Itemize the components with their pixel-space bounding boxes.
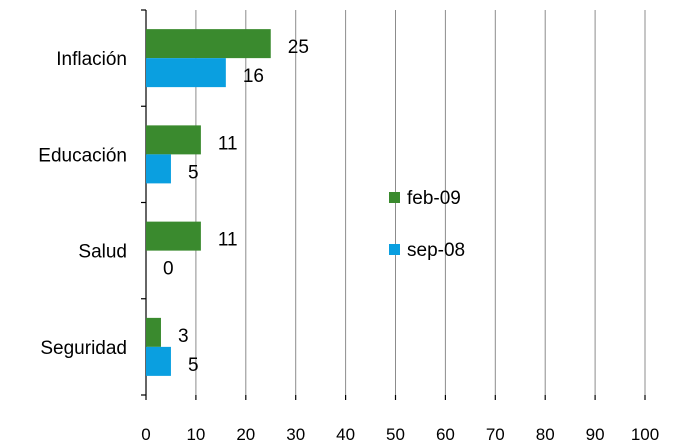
x-tick-label-2: 20 <box>236 425 255 442</box>
data-label-sep-08-Salud: 0 <box>163 259 174 280</box>
legend-label-sep-08: sep-08 <box>407 240 465 261</box>
data-label-sep-08-Educación: 5 <box>188 162 199 183</box>
x-tick-label-6: 60 <box>436 425 455 442</box>
bar-feb-09-Salud <box>146 221 201 251</box>
data-label-feb-09-Educación: 11 <box>218 133 238 154</box>
axes: 0 10 20 30 40 50 60 70 80 90 100InflaciónEducación… <box>38 9 659 442</box>
x-tick-label-8: 80 <box>536 425 555 442</box>
x-tick-label-5: 50 <box>386 425 405 442</box>
bar-feb-09-Seguridad <box>146 317 161 347</box>
data-label-feb-09-Seguridad: 3 <box>178 326 189 347</box>
category-label-1: Educación <box>38 145 127 166</box>
x-tick-label-7: 70 <box>486 425 505 442</box>
bar-feb-09-Educación <box>146 125 201 155</box>
x-tick-label-4: 40 <box>336 425 355 442</box>
legend: feb-09 sep-08 <box>389 188 465 261</box>
data-label-sep-08-Seguridad: 5 <box>188 355 199 376</box>
x-tick-label-9: 90 <box>586 425 605 442</box>
x-tick-label-10: 100 <box>631 425 659 442</box>
x-tick-label-0: 0 <box>141 425 150 442</box>
data-labels: 25 11 11 3 16 5 0 5 <box>163 37 309 376</box>
x-tick-label-3: 30 <box>286 425 305 442</box>
data-label-sep-08-Inflación: 16 <box>243 66 264 87</box>
legend-swatch-feb-09 <box>389 192 400 203</box>
legend-label-feb-09: feb-09 <box>407 188 461 209</box>
bar-sep-08-Inflación <box>146 58 226 88</box>
bar-sep-08-Educación <box>146 154 171 184</box>
bars <box>146 29 271 376</box>
bar-feb-09-Inflación <box>146 29 271 59</box>
bar-sep-08-Seguridad <box>146 346 171 376</box>
data-label-feb-09-Salud: 11 <box>218 230 238 251</box>
legend-swatch-sep-08 <box>389 244 400 255</box>
category-label-2: Salud <box>78 242 127 263</box>
x-tick-label-1: 10 <box>186 425 205 442</box>
data-label-feb-09-Inflación: 25 <box>288 37 309 58</box>
category-label-3: Seguridad <box>40 338 127 359</box>
category-label-0: Inflación <box>56 49 127 70</box>
